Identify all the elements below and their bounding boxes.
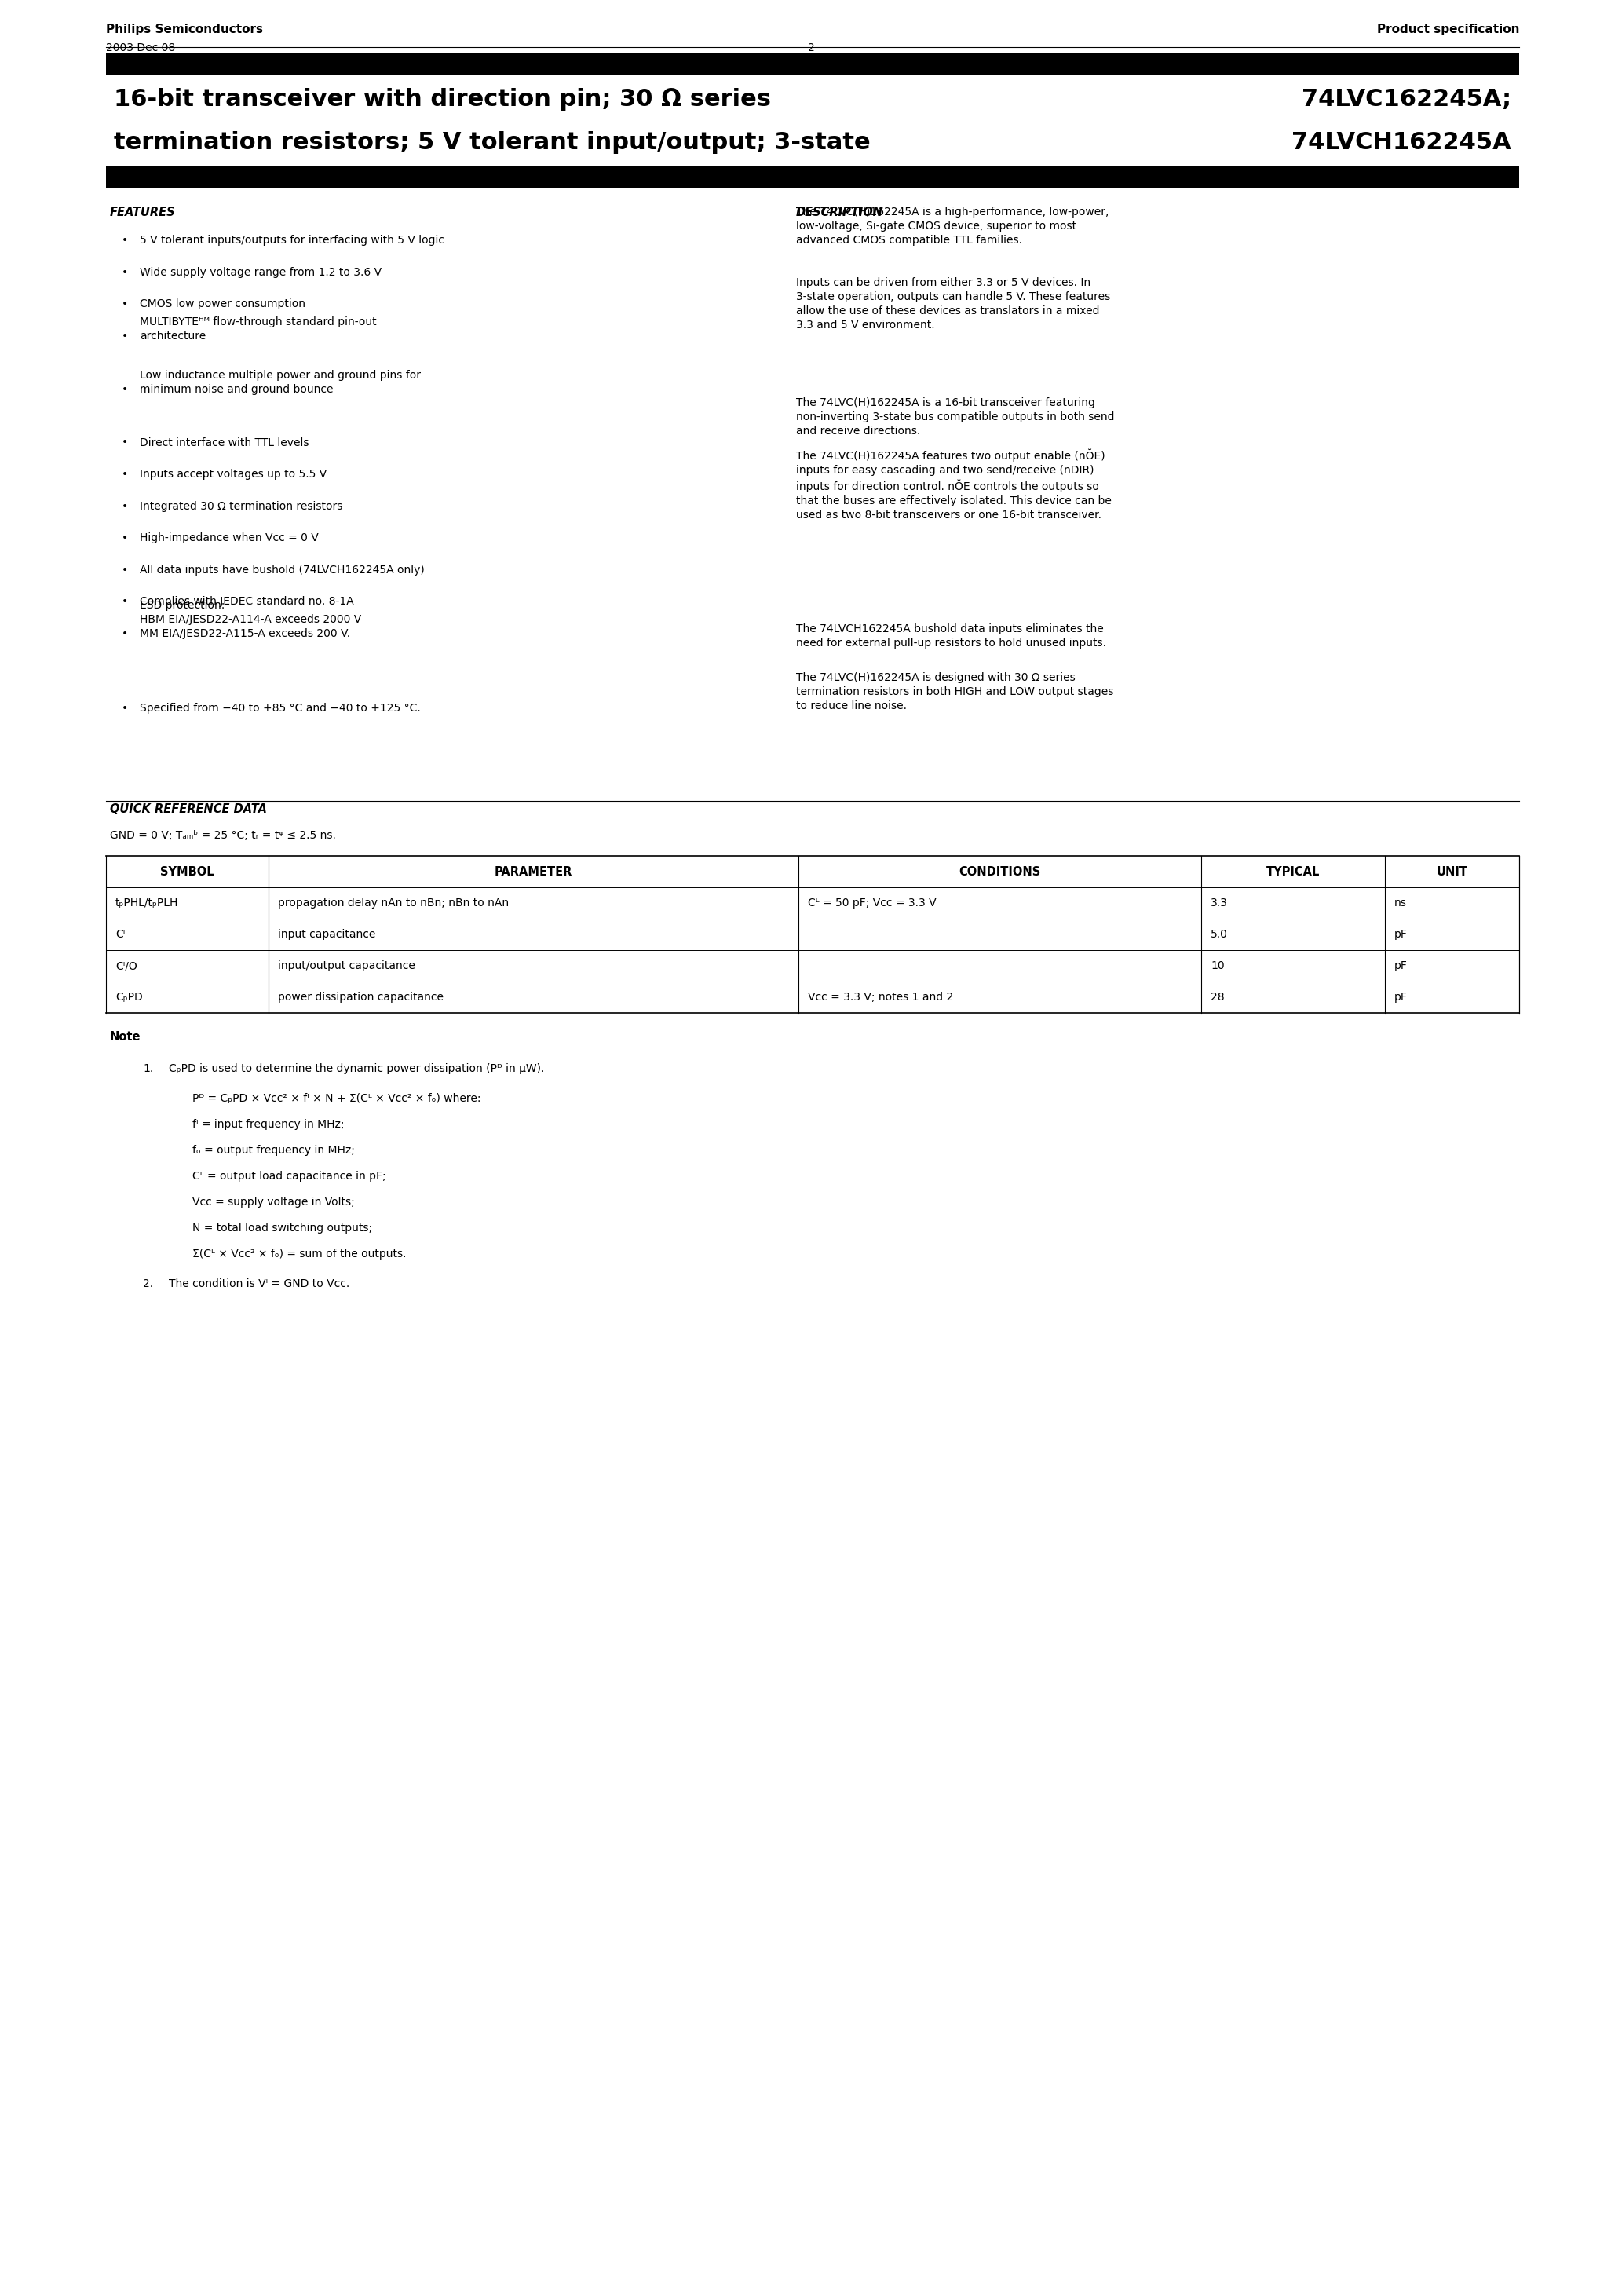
Text: Low inductance multiple power and ground pins for
minimum noise and ground bounc: Low inductance multiple power and ground… bbox=[139, 370, 420, 395]
Text: Vᴄᴄ = 3.3 V; notes 1 and 2: Vᴄᴄ = 3.3 V; notes 1 and 2 bbox=[808, 992, 954, 1003]
Text: •: • bbox=[122, 627, 128, 638]
Text: power dissipation capacitance: power dissipation capacitance bbox=[277, 992, 443, 1003]
Text: 74LVCH162245A: 74LVCH162245A bbox=[1291, 131, 1512, 154]
Text: 5 V tolerant inputs/outputs for interfacing with 5 V logic: 5 V tolerant inputs/outputs for interfac… bbox=[139, 234, 444, 246]
Text: pF: pF bbox=[1395, 960, 1408, 971]
Text: 74LVC162245A;: 74LVC162245A; bbox=[1301, 87, 1512, 110]
Text: 16-bit transceiver with direction pin; 30 Ω series: 16-bit transceiver with direction pin; 3… bbox=[114, 87, 770, 110]
Text: N = total load switching outputs;: N = total load switching outputs; bbox=[193, 1221, 371, 1233]
Text: Cᴵ/O: Cᴵ/O bbox=[115, 960, 138, 971]
Text: Note: Note bbox=[110, 1031, 141, 1042]
Text: termination resistors; 5 V tolerant input/output; 3-state: termination resistors; 5 V tolerant inpu… bbox=[114, 131, 871, 154]
Text: All data inputs have bushold (74LVCH162245A only): All data inputs have bushold (74LVCH1622… bbox=[139, 565, 425, 576]
Text: Complies with JEDEC standard no. 8-1A: Complies with JEDEC standard no. 8-1A bbox=[139, 597, 354, 606]
Text: propagation delay nAn to nBn; nBn to nAn: propagation delay nAn to nBn; nBn to nAn bbox=[277, 898, 509, 909]
Text: Cᴸ = output load capacitance in pF;: Cᴸ = output load capacitance in pF; bbox=[193, 1171, 386, 1182]
Text: pF: pF bbox=[1395, 992, 1408, 1003]
Text: pF: pF bbox=[1395, 930, 1408, 939]
Text: CₚPD: CₚPD bbox=[115, 992, 143, 1003]
Text: Pᴰ = CₚPD × Vᴄᴄ² × fᴵ × N + Σ(Cᴸ × Vᴄᴄ² × fₒ) where:: Pᴰ = CₚPD × Vᴄᴄ² × fᴵ × N + Σ(Cᴸ × Vᴄᴄ² … bbox=[193, 1093, 480, 1104]
Text: The 74LVC(H)162245A is designed with 30 Ω series
termination resistors in both H: The 74LVC(H)162245A is designed with 30 … bbox=[796, 673, 1114, 712]
Text: The 74LVC(H)162245A features two output enable (nŎE)
inputs for easy cascading a: The 74LVC(H)162245A features two output … bbox=[796, 450, 1111, 521]
Text: tₚPHL/tₚPLH: tₚPHL/tₚPLH bbox=[115, 898, 178, 909]
Text: CONDITIONS: CONDITIONS bbox=[959, 866, 1041, 877]
Text: 10: 10 bbox=[1210, 960, 1225, 971]
Text: Vᴄᴄ = supply voltage in Volts;: Vᴄᴄ = supply voltage in Volts; bbox=[193, 1196, 355, 1208]
Text: FEATURES: FEATURES bbox=[110, 207, 175, 218]
Text: Wide supply voltage range from 1.2 to 3.6 V: Wide supply voltage range from 1.2 to 3.… bbox=[139, 266, 381, 278]
Text: •: • bbox=[122, 533, 128, 544]
Text: Σ(Cᴸ × Vᴄᴄ² × fₒ) = sum of the outputs.: Σ(Cᴸ × Vᴄᴄ² × fₒ) = sum of the outputs. bbox=[193, 1249, 406, 1261]
Text: •: • bbox=[122, 703, 128, 714]
Text: Integrated 30 Ω termination resistors: Integrated 30 Ω termination resistors bbox=[139, 501, 342, 512]
Text: 1.: 1. bbox=[143, 1063, 154, 1075]
Text: input/output capacitance: input/output capacitance bbox=[277, 960, 415, 971]
Text: UNIT: UNIT bbox=[1437, 866, 1468, 877]
Text: Product specification: Product specification bbox=[1377, 23, 1520, 34]
Text: The 74LVC(H)162245A is a high-performance, low-power,
low-voltage, Si-gate CMOS : The 74LVC(H)162245A is a high-performanc… bbox=[796, 207, 1109, 246]
Bar bbox=[105, 168, 1520, 188]
Text: input capacitance: input capacitance bbox=[277, 930, 376, 939]
Text: 2003 Dec 08: 2003 Dec 08 bbox=[105, 41, 175, 53]
Text: DESCRIPTION: DESCRIPTION bbox=[796, 207, 884, 218]
Text: fₒ = output frequency in MHz;: fₒ = output frequency in MHz; bbox=[193, 1146, 355, 1155]
Text: 2.: 2. bbox=[143, 1279, 152, 1290]
Text: Cᴸ = 50 pF; Vᴄᴄ = 3.3 V: Cᴸ = 50 pF; Vᴄᴄ = 3.3 V bbox=[808, 898, 936, 909]
Text: fᴵ = input frequency in MHz;: fᴵ = input frequency in MHz; bbox=[193, 1118, 344, 1130]
Bar bbox=[105, 53, 1520, 73]
Text: •: • bbox=[122, 234, 128, 246]
Text: Specified from −40 to +85 °C and −40 to +125 °C.: Specified from −40 to +85 °C and −40 to … bbox=[139, 703, 420, 714]
Text: QUICK REFERENCE DATA: QUICK REFERENCE DATA bbox=[110, 804, 268, 815]
Text: 2: 2 bbox=[808, 41, 814, 53]
Text: 3.3: 3.3 bbox=[1210, 898, 1228, 909]
Text: •: • bbox=[122, 565, 128, 576]
Text: •: • bbox=[122, 501, 128, 512]
Text: MULTIBYTEᴴᴹ flow-through standard pin-out
architecture: MULTIBYTEᴴᴹ flow-through standard pin-ou… bbox=[139, 317, 376, 342]
Text: Inputs accept voltages up to 5.5 V: Inputs accept voltages up to 5.5 V bbox=[139, 468, 326, 480]
Text: ns: ns bbox=[1395, 898, 1406, 909]
Text: Cᴵ: Cᴵ bbox=[115, 930, 125, 939]
Text: •: • bbox=[122, 383, 128, 395]
Text: SYMBOL: SYMBOL bbox=[161, 866, 214, 877]
Text: PARAMETER: PARAMETER bbox=[495, 866, 573, 877]
Text: TYPICAL: TYPICAL bbox=[1267, 866, 1320, 877]
Text: CₚPD is used to determine the dynamic power dissipation (Pᴰ in μW).: CₚPD is used to determine the dynamic po… bbox=[169, 1063, 545, 1075]
Text: GND = 0 V; Tₐₘᵇ = 25 °C; tᵣ = tᵠ ≤ 2.5 ns.: GND = 0 V; Tₐₘᵇ = 25 °C; tᵣ = tᵠ ≤ 2.5 n… bbox=[110, 829, 336, 840]
Text: Inputs can be driven from either 3.3 or 5 V devices. In
3-state operation, outpu: Inputs can be driven from either 3.3 or … bbox=[796, 278, 1111, 331]
Text: Direct interface with TTL levels: Direct interface with TTL levels bbox=[139, 436, 308, 448]
Text: The 74LVC(H)162245A is a 16-bit transceiver featuring
non-inverting 3-state bus : The 74LVC(H)162245A is a 16-bit transcei… bbox=[796, 397, 1114, 436]
Text: 5.0: 5.0 bbox=[1210, 930, 1228, 939]
Text: ESD protection:
HBM EIA/JESD22-A114-A exceeds 2000 V
MM EIA/JESD22-A115-A exceed: ESD protection: HBM EIA/JESD22-A114-A ex… bbox=[139, 599, 362, 638]
Text: •: • bbox=[122, 298, 128, 310]
Text: •: • bbox=[122, 266, 128, 278]
Text: •: • bbox=[122, 436, 128, 448]
Text: Philips Semiconductors: Philips Semiconductors bbox=[105, 23, 263, 34]
Text: 28: 28 bbox=[1210, 992, 1225, 1003]
Text: The 74LVCH162245A bushold data inputs eliminates the
need for external pull-up r: The 74LVCH162245A bushold data inputs el… bbox=[796, 622, 1106, 647]
Text: CMOS low power consumption: CMOS low power consumption bbox=[139, 298, 305, 310]
Text: •: • bbox=[122, 331, 128, 342]
Text: High-impedance when Vᴄᴄ = 0 V: High-impedance when Vᴄᴄ = 0 V bbox=[139, 533, 318, 544]
Text: The condition is Vᴵ = GND to Vᴄᴄ.: The condition is Vᴵ = GND to Vᴄᴄ. bbox=[169, 1279, 350, 1290]
Text: •: • bbox=[122, 597, 128, 606]
Text: •: • bbox=[122, 468, 128, 480]
